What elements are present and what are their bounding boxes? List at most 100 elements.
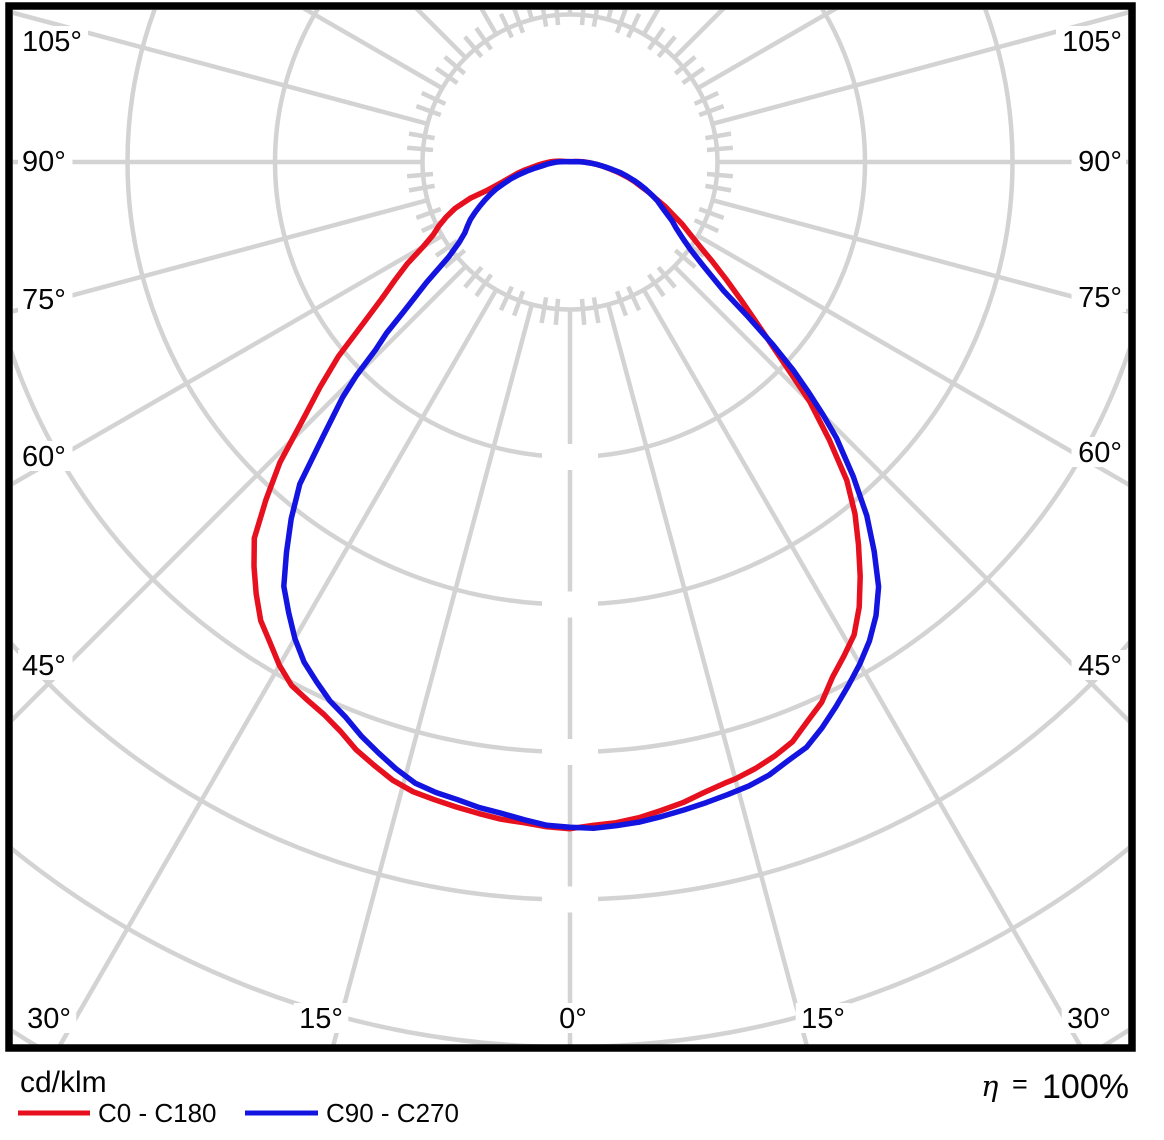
grid-ray xyxy=(13,10,429,126)
grid-ray xyxy=(13,233,444,487)
grid-tick xyxy=(656,35,677,59)
angle-label-bg xyxy=(1061,1003,1117,1033)
angle-labels: 105° 90° 75° 60° 45° 105° 90° 75° 60° 45° 30° 15° 0°… xyxy=(18,26,1126,1035)
grid-tick xyxy=(705,131,732,141)
angle-label-bg xyxy=(18,650,73,680)
efficiency-symbol: η xyxy=(981,1069,999,1103)
axis-label-mask xyxy=(542,739,598,765)
grid-tick xyxy=(474,26,493,51)
angle-label-bg xyxy=(18,26,88,56)
grid-ray xyxy=(696,233,1128,487)
angle-label: 45° xyxy=(1078,650,1122,682)
curve-c90-c270 xyxy=(281,158,882,832)
unit-label: cd/klm xyxy=(20,1066,107,1099)
grid-tick xyxy=(579,298,587,326)
grid-tick xyxy=(614,10,628,34)
angle-label: 105° xyxy=(1062,26,1122,58)
grid-ray xyxy=(57,288,499,1045)
grid-tick xyxy=(463,265,484,289)
axis-label-mask xyxy=(542,591,598,618)
grid-tick xyxy=(406,145,434,153)
grid-tick xyxy=(553,298,561,326)
grid-ray xyxy=(711,198,1128,314)
grid-tick xyxy=(408,131,435,141)
axis-label-mask xyxy=(542,444,598,470)
angle-label: 75° xyxy=(22,284,66,316)
grid-tick xyxy=(463,35,484,59)
grid-tick xyxy=(673,248,697,269)
grid-tick xyxy=(498,285,514,312)
angle-label: 75° xyxy=(1078,282,1122,314)
angle-label-bg xyxy=(18,146,73,176)
angle-label: 15° xyxy=(299,1003,343,1035)
grid-ray xyxy=(331,303,534,1045)
angle-label: 15° xyxy=(801,1003,845,1035)
angle-label-bg xyxy=(18,284,73,314)
angle-label: 0° xyxy=(559,1003,587,1035)
grid-ray xyxy=(13,198,429,314)
grid-ray xyxy=(606,303,809,1045)
angle-label: 60° xyxy=(1078,437,1122,469)
grid-tick xyxy=(656,265,677,289)
angle-label: 30° xyxy=(27,1003,71,1035)
grid-tick xyxy=(673,55,697,76)
grid-tick xyxy=(434,66,459,85)
grid-tick xyxy=(647,273,666,298)
angle-label-bg xyxy=(1071,146,1126,176)
grid-tick xyxy=(415,206,442,221)
grid-tick xyxy=(693,90,720,106)
chart-frame xyxy=(5,2,1136,1052)
grid-ray xyxy=(641,288,1083,1045)
efficiency-equals: = xyxy=(1012,1069,1028,1099)
grid-tick xyxy=(420,90,447,106)
legend-label-c90: C90 - C270 xyxy=(326,1098,459,1128)
angle-label: 90° xyxy=(1078,146,1122,178)
grid-tick xyxy=(647,26,666,51)
grid-tick xyxy=(698,206,725,221)
grid-tick xyxy=(614,290,629,317)
grid-tick xyxy=(626,12,642,39)
grid-tick xyxy=(540,10,549,27)
grid-tick xyxy=(512,10,526,34)
grid-tick xyxy=(591,297,601,324)
grid-tick xyxy=(415,103,442,118)
grid-tick xyxy=(579,10,586,26)
angle-label-bg xyxy=(553,1003,593,1033)
grid-tick xyxy=(434,239,459,258)
angle-label: 90° xyxy=(22,146,66,178)
grid-tick xyxy=(693,218,720,234)
grid-tick xyxy=(498,12,514,39)
grid-tick xyxy=(474,273,493,298)
grid-tick xyxy=(408,183,435,193)
angle-label: 60° xyxy=(22,441,66,473)
grid-tick xyxy=(443,248,467,269)
angle-label-bg xyxy=(1071,282,1126,312)
grid-tick xyxy=(554,10,561,26)
axis-label-mask xyxy=(542,886,598,913)
grid-tick xyxy=(443,55,467,76)
grid-tick xyxy=(681,66,706,85)
grid-ray xyxy=(711,10,1128,126)
efficiency-value: 100% xyxy=(1042,1068,1129,1106)
grid-tick xyxy=(706,171,734,179)
legend-label-c0: C0 - C180 xyxy=(98,1098,217,1128)
grid-tick xyxy=(706,145,734,153)
angle-label-bg xyxy=(1056,26,1126,56)
grid-tick xyxy=(591,10,600,27)
angle-label: 105° xyxy=(22,26,82,58)
angle-label-bg xyxy=(18,441,73,471)
angle-label: 45° xyxy=(22,650,66,682)
grid-tick xyxy=(626,285,642,312)
angle-label: 30° xyxy=(1067,1003,1111,1035)
grid-tick xyxy=(511,290,526,317)
grid-tick xyxy=(705,183,732,193)
grid-ray xyxy=(13,264,468,723)
angle-label-bg xyxy=(795,1003,851,1033)
angle-label-bg xyxy=(21,1003,77,1033)
angle-label-bg xyxy=(1071,650,1126,680)
angle-label-bg xyxy=(293,1003,349,1033)
